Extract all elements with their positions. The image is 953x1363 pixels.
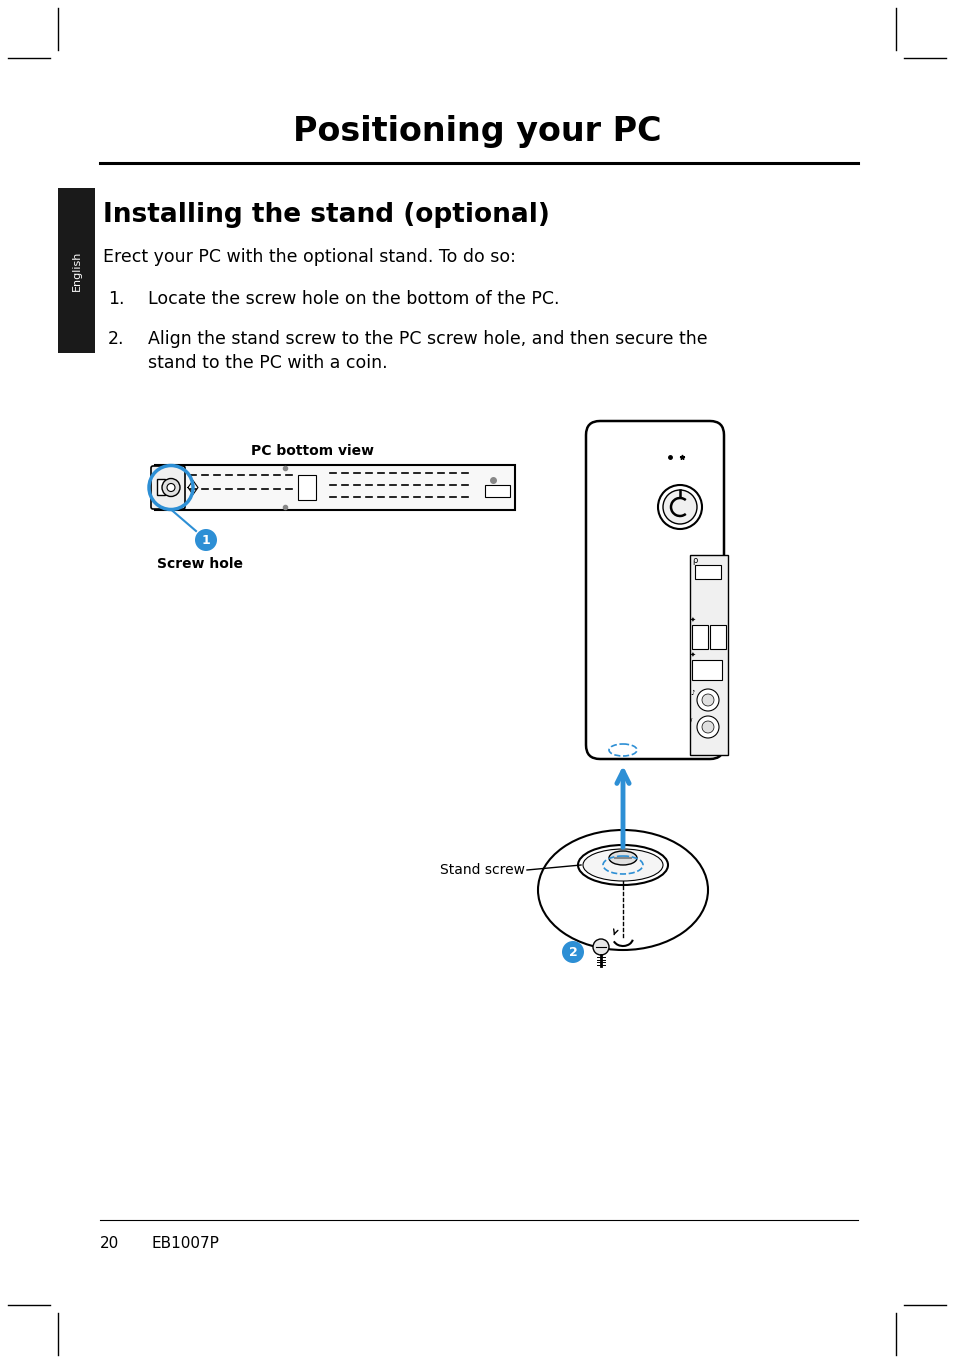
Text: Stand screw: Stand screw [439, 863, 524, 876]
Circle shape [697, 690, 719, 711]
Text: 20: 20 [100, 1236, 119, 1251]
Text: Erect your PC with the optional stand. To do so:: Erect your PC with the optional stand. T… [103, 248, 516, 266]
Bar [154, 465, 515, 510]
Text: ✦: ✦ [689, 652, 695, 658]
Bar [691, 660, 721, 680]
Bar [484, 485, 510, 497]
Text: ρ: ρ [691, 556, 697, 566]
Circle shape [662, 491, 697, 523]
Text: 2: 2 [568, 946, 577, 958]
Circle shape [593, 939, 608, 955]
Text: PC bottom view: PC bottom view [252, 444, 375, 458]
Circle shape [162, 478, 180, 496]
Text: stand to the PC with a coin.: stand to the PC with a coin. [148, 354, 387, 372]
Bar [691, 626, 707, 649]
Bar [297, 474, 315, 500]
Circle shape [658, 485, 701, 529]
Text: 1: 1 [201, 533, 211, 547]
Text: EB1007P: EB1007P [152, 1236, 219, 1251]
FancyBboxPatch shape [585, 421, 723, 759]
Text: Installing the stand (optional): Installing the stand (optional) [103, 202, 549, 228]
Bar [709, 626, 725, 649]
Bar [157, 478, 165, 495]
Text: English: English [71, 251, 81, 290]
Text: 1.: 1. [108, 290, 125, 308]
Circle shape [697, 716, 719, 737]
Text: Screw hole: Screw hole [157, 557, 243, 571]
Text: Positioning your PC: Positioning your PC [293, 114, 660, 149]
Text: Locate the screw hole on the bottom of the PC.: Locate the screw hole on the bottom of t… [148, 290, 558, 308]
Text: Align the stand screw to the PC screw hole, and then secure the: Align the stand screw to the PC screw ho… [148, 330, 707, 348]
Circle shape [701, 721, 713, 733]
Circle shape [194, 529, 216, 551]
Text: ♪: ♪ [689, 690, 694, 696]
Circle shape [167, 484, 174, 492]
Text: 2.: 2. [108, 330, 125, 348]
Bar [689, 555, 727, 755]
Polygon shape [599, 465, 622, 750]
Ellipse shape [582, 849, 662, 880]
Circle shape [561, 940, 583, 964]
Bar [58, 188, 95, 353]
Bar [695, 566, 720, 579]
Circle shape [701, 694, 713, 706]
Text: /: / [689, 718, 692, 724]
Text: ✦: ✦ [689, 617, 695, 623]
Ellipse shape [608, 851, 637, 866]
FancyBboxPatch shape [151, 466, 185, 508]
Ellipse shape [578, 845, 667, 885]
